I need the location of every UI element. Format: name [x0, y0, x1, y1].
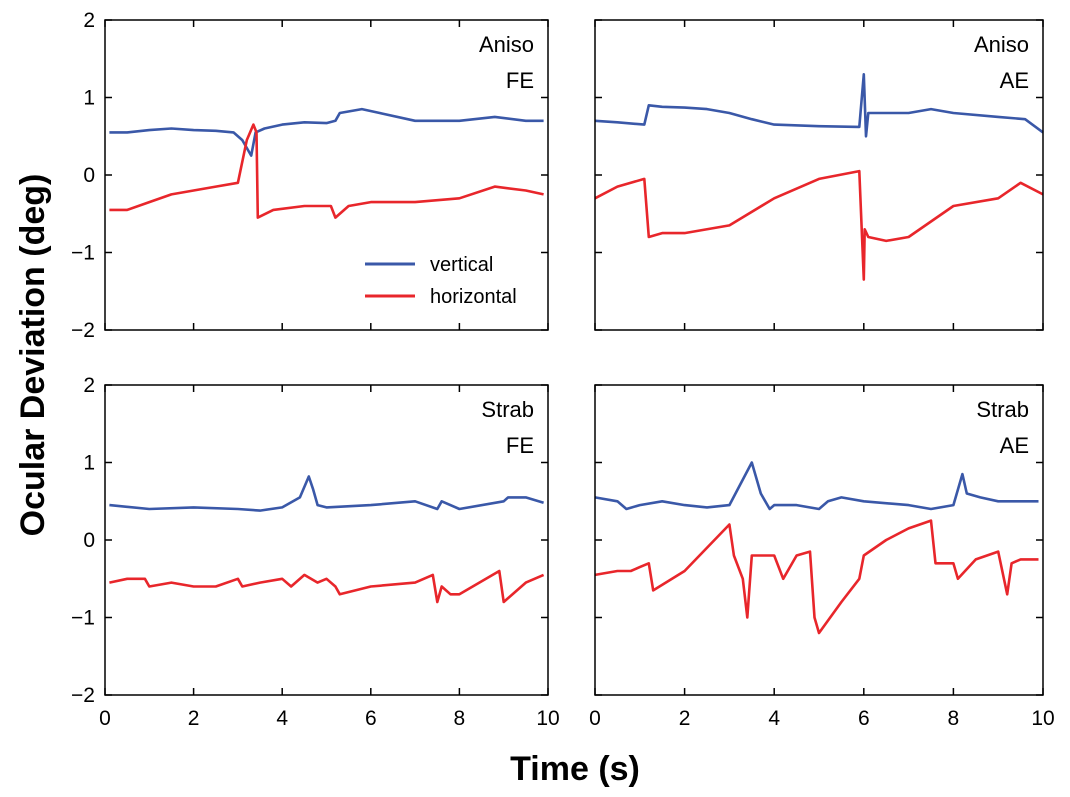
panel-label-line: Strab: [481, 397, 534, 422]
x-tick-label: 4: [768, 707, 780, 730]
x-tick-label: 6: [365, 707, 377, 730]
x-tick-label: 2: [679, 707, 691, 730]
legend-label-horizontal: horizontal: [430, 286, 517, 308]
panel-2: Aniso AE: [594, 19, 1044, 331]
y-tick-label: −2: [71, 684, 95, 707]
plot-frame: [594, 384, 1044, 696]
x-tick-label: 2: [188, 707, 200, 730]
series-line-horizontal: [594, 169, 1044, 281]
panels: −2 −1 0 1 2 Aniso FE vertical horizontal Aniso AE −…: [71, 9, 1055, 730]
series-line-vertical: [109, 475, 544, 512]
panel-1: −2 −1 0 1 2 Aniso FE vertical horizontal: [71, 9, 549, 342]
x-tick-label: 4: [276, 707, 288, 730]
series-line-horizontal: [594, 519, 1039, 635]
series-line-horizontal: [109, 123, 544, 219]
x-tick-label: 0: [589, 707, 601, 730]
y-tick-label: 1: [83, 87, 95, 110]
panel-4: 0 2 4 6 8 10 Strab AE: [589, 384, 1055, 730]
panel-label-line: Aniso: [479, 32, 534, 57]
panel-label-line: FE: [506, 433, 534, 458]
y-tick-label: 0: [83, 164, 95, 187]
plot-frame: [594, 19, 1044, 331]
panel-label-line: FE: [506, 68, 534, 93]
legend-label-vertical: vertical: [430, 254, 493, 276]
series-line-horizontal: [109, 569, 545, 604]
panel-label-line: AE: [1000, 68, 1029, 93]
plot-frame: [104, 384, 549, 696]
x-tick-label: 8: [948, 707, 960, 730]
series-line-vertical: [594, 461, 1039, 511]
x-tick-label: 0: [99, 707, 111, 730]
x-tick-label: 8: [454, 707, 466, 730]
x-axis-title: Time (s): [510, 750, 640, 788]
y-tick-label: −1: [71, 607, 95, 630]
y-tick-label: 0: [83, 529, 95, 552]
plot-frame: [104, 19, 549, 331]
y-tick-label: −1: [71, 242, 95, 265]
legend: vertical horizontal: [365, 254, 517, 308]
y-tick-label: 2: [83, 374, 95, 397]
series-line-vertical: [109, 107, 544, 157]
panel-3: −2 −1 0 1 2 0 2 4 6 8 10 Strab FE: [71, 374, 560, 730]
y-tick-label: −2: [71, 319, 95, 342]
x-tick-label: 6: [858, 707, 870, 730]
y-tick-label: 2: [83, 9, 95, 32]
x-tick-label: 10: [1031, 707, 1054, 730]
panel-label-line: AE: [1000, 433, 1029, 458]
x-tick-label: 10: [536, 707, 559, 730]
series-line-vertical: [594, 73, 1044, 138]
y-tick-label: 1: [83, 452, 95, 475]
panel-label-line: Aniso: [974, 32, 1029, 57]
y-axis-title: Ocular Deviation (deg): [14, 174, 52, 537]
panel-label-line: Strab: [976, 397, 1029, 422]
